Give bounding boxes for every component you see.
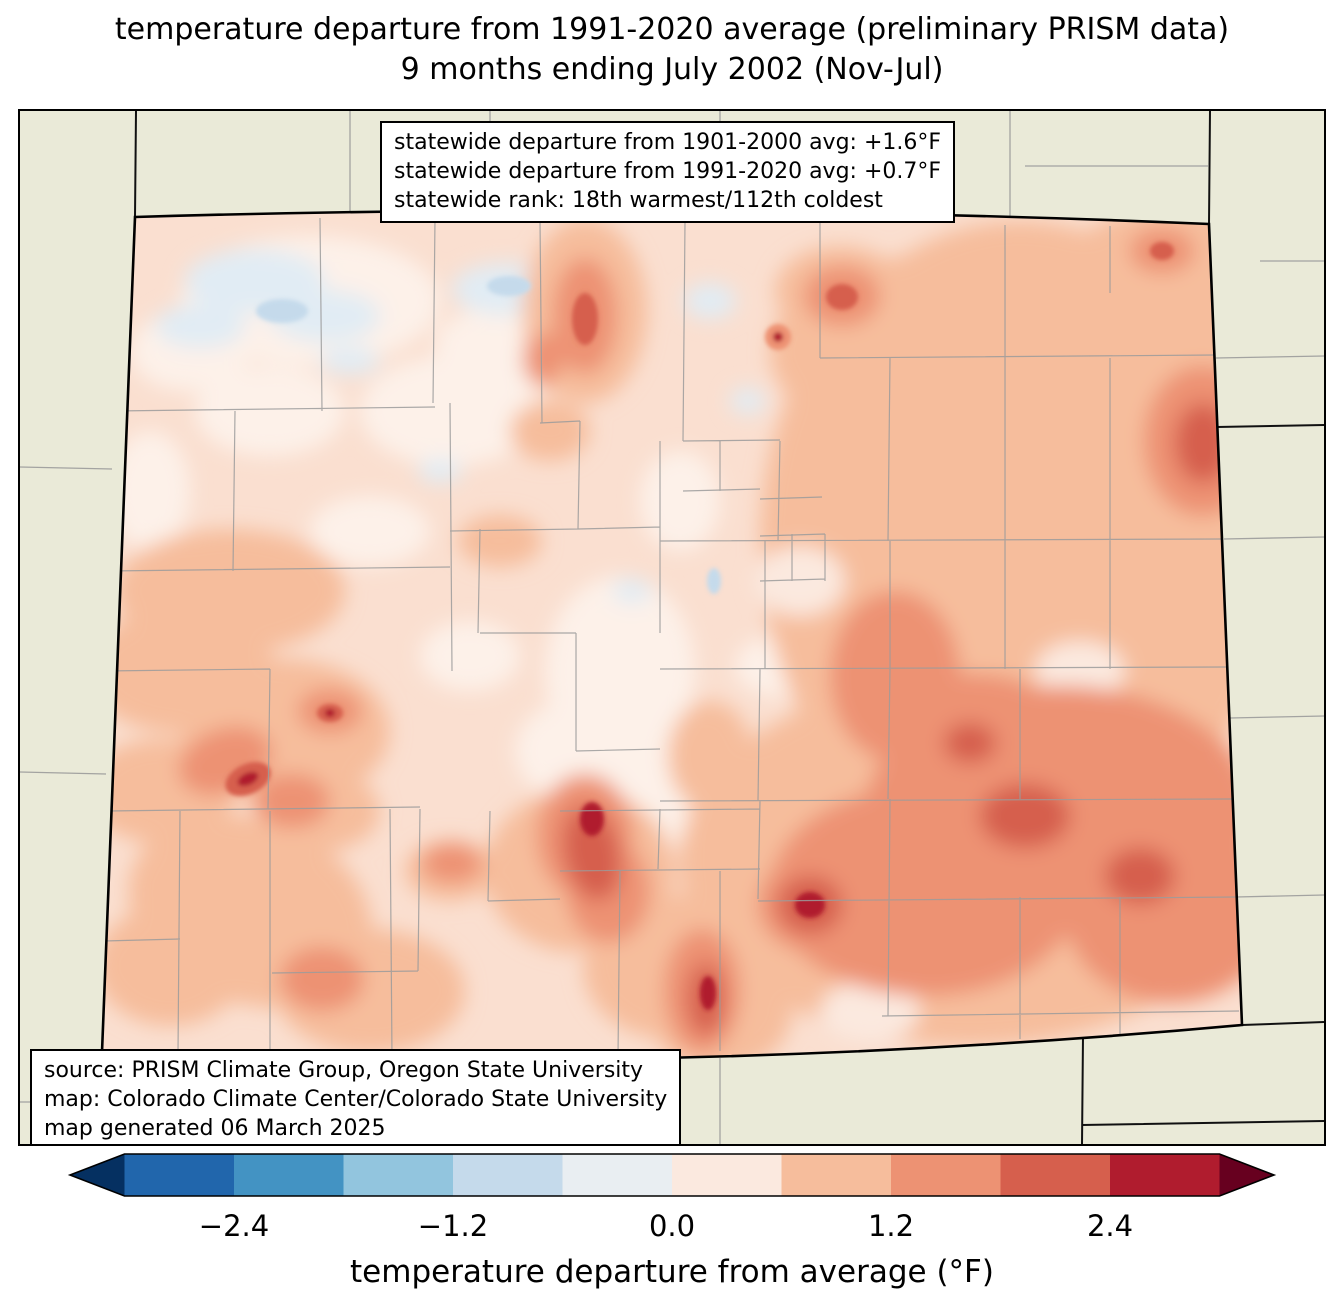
stats-line-1: statewide departure from 1901-2000 avg: … xyxy=(394,130,942,155)
svg-text:1.2: 1.2 xyxy=(868,1209,914,1243)
county-lines xyxy=(103,217,1240,1058)
svg-text:−2.4: −2.4 xyxy=(199,1209,269,1243)
colorbar-segments xyxy=(124,1154,1221,1196)
colorbar-arrow-left xyxy=(70,1154,125,1196)
map-panel: statewide departure from 1901-2000 avg: … xyxy=(18,109,1326,1146)
neighbor-state-borders xyxy=(98,111,1324,1144)
source-line-1: source: PRISM Climate Group, Oregon Stat… xyxy=(44,1058,644,1083)
colorbar-svg: −2.4 −1.2 0.0 1.2 2.4 temperature departure … xyxy=(67,1153,1277,1290)
source-line-3: map generated 06 March 2025 xyxy=(44,1116,386,1142)
colorbar-axis-label: temperature departure from average (°F) xyxy=(350,1254,994,1290)
statewide-stats-box: statewide departure from 1901-2000 avg: … xyxy=(380,121,956,224)
title-line-1: temperature departure from 1991-2020 ave… xyxy=(114,12,1230,47)
svg-text:2.4: 2.4 xyxy=(1087,1209,1133,1243)
stats-line-2: statewide departure from 1991-2020 avg: … xyxy=(394,159,942,185)
figure-title: temperature departure from 1991-2020 ave… xyxy=(0,10,1344,89)
svg-text:0.0: 0.0 xyxy=(649,1209,695,1243)
state-clip-group xyxy=(102,210,1242,1061)
source-line-2: map: Colorado Climate Center/Colorado St… xyxy=(44,1087,668,1113)
svg-text:−1.2: −1.2 xyxy=(418,1209,488,1243)
colorbar-arrow-right xyxy=(1219,1154,1274,1196)
title-line-2: 9 months ending July 2002 (Nov-Jul) xyxy=(400,51,944,87)
stats-line-3: statewide rank: 18th warmest/112th colde… xyxy=(394,188,883,214)
source-attribution-box: source: PRISM Climate Group, Oregon Stat… xyxy=(30,1049,682,1144)
colorbar-outline xyxy=(67,1153,1277,1197)
colorbar: −2.4 −1.2 0.0 1.2 2.4 temperature departure … xyxy=(0,1148,1344,1306)
colorbar-ticks: −2.4 −1.2 0.0 1.2 2.4 xyxy=(199,1209,1133,1243)
colorado-map xyxy=(20,111,1324,1144)
